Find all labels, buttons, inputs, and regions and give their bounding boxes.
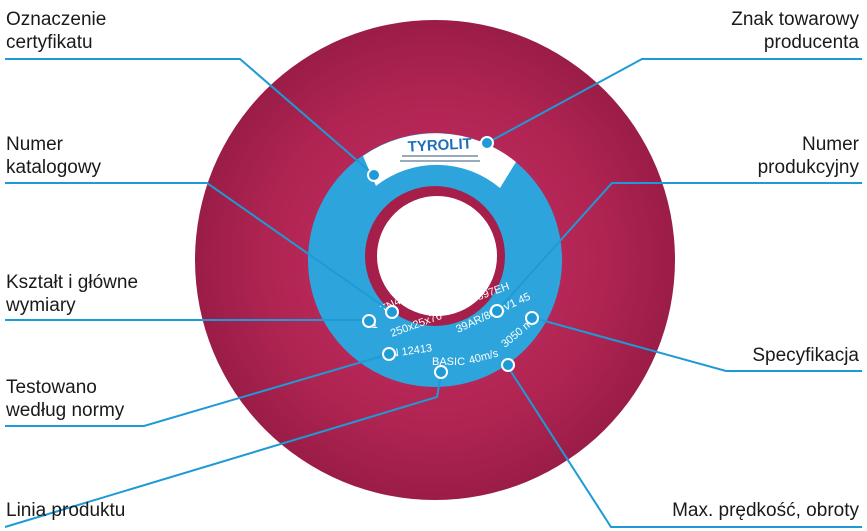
brand-logo: TYROLIT: [407, 135, 472, 155]
label-specyfikacja: Specyfikacja: [752, 345, 859, 366]
dot-linia: [434, 365, 448, 379]
label-numer-katalogowy: Numer katalogowy: [6, 134, 102, 178]
disc-text-line: BASIC: [432, 356, 465, 368]
dot-numer-prod: [490, 304, 504, 318]
label-max-predkosc: Max. prędkość, obroty: [672, 500, 859, 521]
dot-znak: [480, 136, 494, 150]
leader-numer-kat: [5, 182, 391, 312]
label-testowano-norma: Testowano według normy: [6, 377, 125, 421]
dot-testowano: [382, 347, 396, 361]
dot-numer-kat: [385, 305, 399, 319]
label-numer-produkcyjny: Numer produkcyjny: [757, 134, 859, 178]
label-ksztalt-wymiary: Kształt i główne wymiary: [6, 272, 139, 316]
leader-numer-prod: [496, 182, 862, 312]
dot-specyfikacja: [525, 311, 539, 325]
fine-print: [402, 155, 478, 157]
label-oznaczenie-certyfikatu: Oznaczenie certyfikatu: [6, 9, 107, 53]
center-hole: [377, 196, 497, 316]
leader-linia: [4, 373, 442, 528]
leader-testowano: [5, 353, 390, 427]
leader-znak: [486, 58, 862, 144]
dot-max: [501, 358, 515, 372]
label-linia-produktu: Linia produktu: [6, 500, 126, 521]
dot-ksztalt: [362, 314, 376, 328]
label-znak-towarowy: Znak towarowy producenta: [731, 9, 859, 53]
leader-specyfikacja: [533, 317, 862, 372]
fine-print-2: [400, 160, 480, 162]
dot-oznaczenie: [367, 168, 381, 182]
leader-oznaczenie: [5, 58, 375, 176]
leader-max: [507, 366, 862, 528]
